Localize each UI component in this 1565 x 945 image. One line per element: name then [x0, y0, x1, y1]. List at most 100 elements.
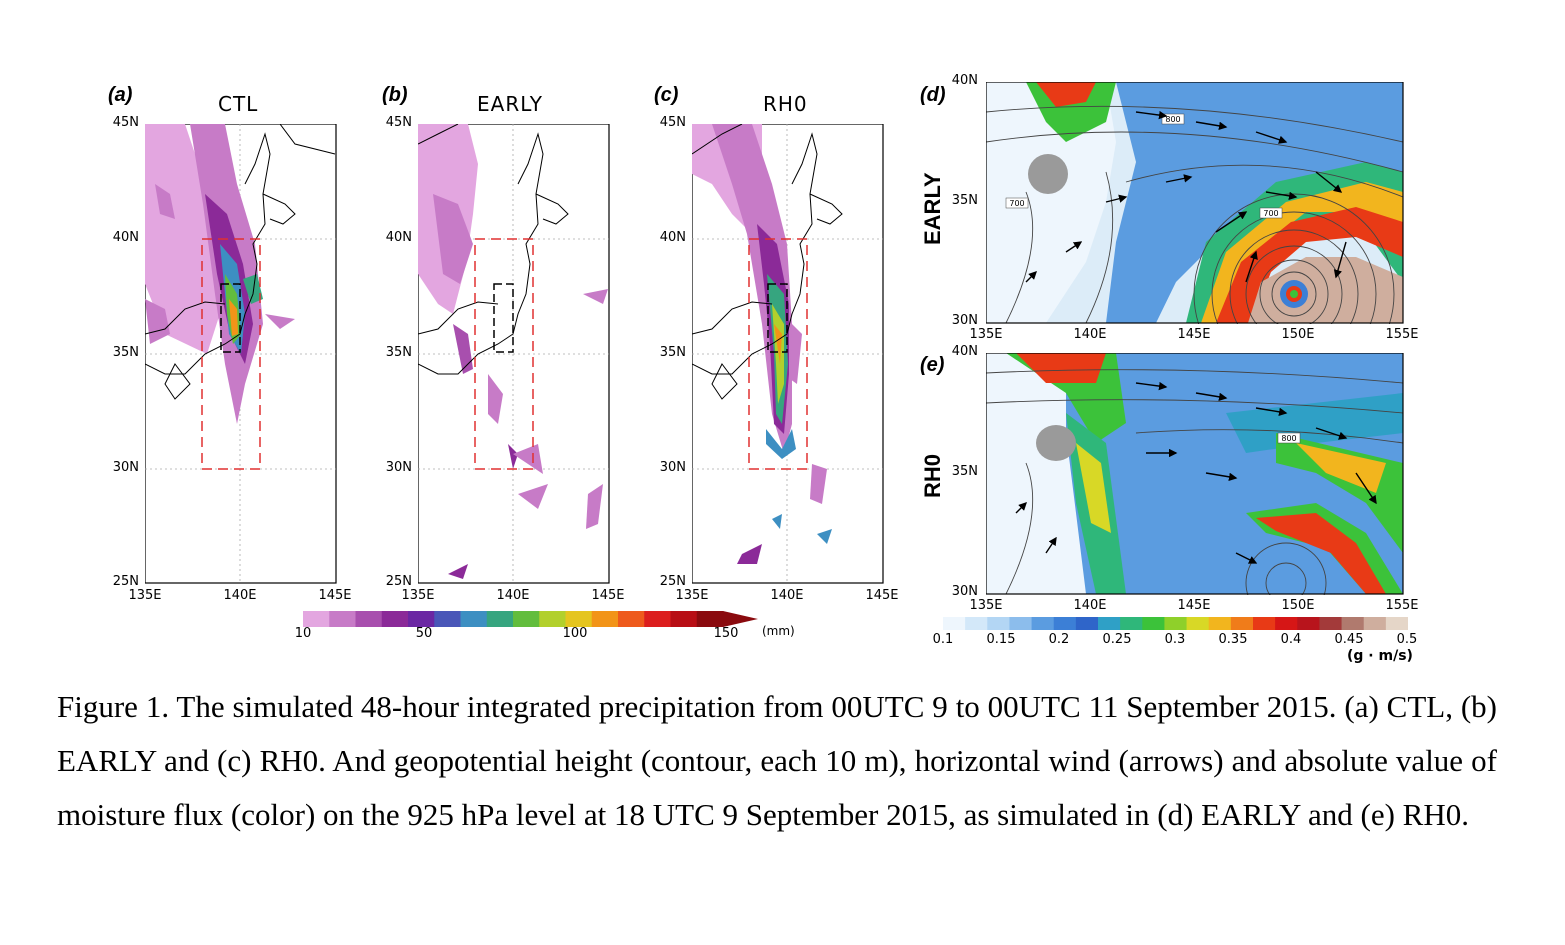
precip-colorbar-cell [460, 611, 488, 627]
svg-text:700: 700 [1263, 209, 1278, 218]
flux-colorbar-cell [1164, 617, 1188, 630]
lon-tick-label: 145E [591, 588, 625, 603]
flux-lat-tick-label: 30N [951, 313, 978, 328]
flux-colorbar [943, 617, 1408, 630]
precip-colorbar-cell [381, 611, 409, 627]
flux-colorbar-cell [1142, 617, 1165, 630]
flux-lat-tick-label: 35N [951, 464, 978, 479]
flux-colorbar-label: 0.5 [1396, 632, 1418, 647]
precip-colorbar-cell [434, 611, 461, 627]
lat-tick-label: 45N [112, 115, 139, 130]
flux-colorbar-label: 0.25 [1102, 632, 1132, 647]
flux-colorbar-cell [1186, 617, 1210, 630]
panel-d-map: 800 700 700 [986, 82, 1404, 324]
svg-text:800: 800 [1281, 434, 1296, 443]
lat-tick-label: 40N [385, 230, 412, 245]
lon-tick-label: 135E [401, 588, 435, 603]
flux-colorbar-cell [1230, 617, 1254, 630]
panel-c-letter: (c) [654, 84, 679, 106]
flux-colorbar-label: 0.2 [1048, 632, 1070, 647]
lat-tick-label: 40N [112, 230, 139, 245]
panel-a-letter: (a) [108, 84, 133, 106]
svg-text:700: 700 [1009, 199, 1024, 208]
precip-colorbar-cell [696, 611, 724, 627]
precip-unit: (mm) [762, 624, 795, 638]
precip-colorbar-label: 150 [713, 626, 739, 641]
panel-c-map [692, 124, 884, 584]
lon-tick-label: 140E [496, 588, 530, 603]
precip-colorbar-cell [618, 611, 645, 627]
panel-e-side-label: RH0 [920, 453, 945, 498]
lon-tick-label: 145E [318, 588, 352, 603]
precip-colorbar-label: 100 [562, 626, 588, 641]
flux-colorbar-label: 0.1 [932, 632, 954, 647]
precip-colorbar-cell [591, 611, 619, 627]
flux-colorbar-cell [1208, 617, 1232, 630]
flux-colorbar-cell [1275, 617, 1298, 630]
precip-colorbar-cell [644, 611, 671, 627]
precip-colorbar-cell [355, 611, 383, 627]
lat-tick-label: 25N [112, 574, 139, 589]
lat-tick-label: 35N [112, 345, 139, 360]
flux-colorbar-cell [1297, 617, 1320, 630]
precip-shading-c [692, 124, 832, 564]
flux-lat-tick-label: 40N [951, 344, 978, 359]
panel-e-map: 800 [986, 353, 1404, 595]
lon-tick-label: 140E [770, 588, 804, 603]
flux-lon-tick-label: 155E [1385, 327, 1419, 342]
flux-colorbar-label: 0.45 [1334, 632, 1364, 647]
lat-tick-label: 45N [385, 115, 412, 130]
flux-colorbar-label: 0.3 [1164, 632, 1186, 647]
precip-colorbar-cell [539, 611, 566, 627]
panel-a-map [145, 124, 337, 584]
panel-d-letter: (d) [920, 84, 946, 106]
flux-colorbar-cell [1031, 617, 1055, 630]
flux-lon-tick-label: 135E [969, 327, 1003, 342]
flux-colorbar-cell [1053, 617, 1077, 630]
lon-tick-label: 145E [865, 588, 899, 603]
flux-colorbar-cell [1385, 617, 1408, 630]
panel-b-map [418, 124, 610, 584]
flux-colorbar-cell [943, 617, 966, 630]
precip-shading-b [418, 124, 608, 579]
flux-lon-tick-label: 150E [1281, 327, 1315, 342]
flux-colorbar-label: 0.4 [1280, 632, 1302, 647]
panel-b-title: EARLY [477, 92, 543, 116]
lat-tick-label: 25N [659, 574, 686, 589]
flux-lat-tick-label: 40N [951, 73, 978, 88]
svg-text:800: 800 [1165, 115, 1180, 124]
panel-b-letter: (b) [382, 84, 408, 106]
flux-lon-tick-label: 135E [969, 598, 1003, 613]
precip-colorbar-cell [486, 611, 514, 627]
flux-colorbar-cell [1009, 617, 1033, 630]
panel-a-title: CTL [218, 92, 259, 116]
precip-colorbar-label: 50 [415, 626, 433, 641]
lat-tick-label: 35N [385, 345, 412, 360]
lat-tick-label: 40N [659, 230, 686, 245]
flux-lon-tick-label: 140E [1073, 598, 1107, 613]
flux-lon-tick-label: 145E [1177, 327, 1211, 342]
flux-colorbar-cell [987, 617, 1010, 630]
lon-tick-label: 140E [223, 588, 257, 603]
flux-lon-tick-label: 150E [1281, 598, 1315, 613]
flux-colorbar-cell [1253, 617, 1276, 630]
flux-lon-tick-label: 155E [1385, 598, 1419, 613]
flux-colorbar-cell [965, 617, 988, 630]
precip-colorbar-cell [408, 611, 435, 627]
lat-tick-label: 30N [659, 460, 686, 475]
flux-colorbar-label: 0.35 [1218, 632, 1248, 647]
flux-colorbar-cell [1319, 617, 1343, 630]
lat-tick-label: 30N [385, 460, 412, 475]
flux-lat-tick-label: 30N [951, 584, 978, 599]
flux-colorbar-cell [1341, 617, 1365, 630]
flux-colorbar-cell [1098, 617, 1121, 630]
precip-shading-a [145, 124, 295, 424]
lat-tick-label: 30N [112, 460, 139, 475]
lon-tick-label: 135E [675, 588, 709, 603]
precip-colorbar-label: 10 [294, 626, 312, 641]
flux-lon-tick-label: 140E [1073, 327, 1107, 342]
figure-caption: Figure 1. The simulated 48-hour integrat… [57, 689, 1497, 832]
precip-colorbar-cell [670, 611, 698, 627]
flux-colorbar-cell [1120, 617, 1143, 630]
precip-colorbar-cell [513, 611, 540, 627]
